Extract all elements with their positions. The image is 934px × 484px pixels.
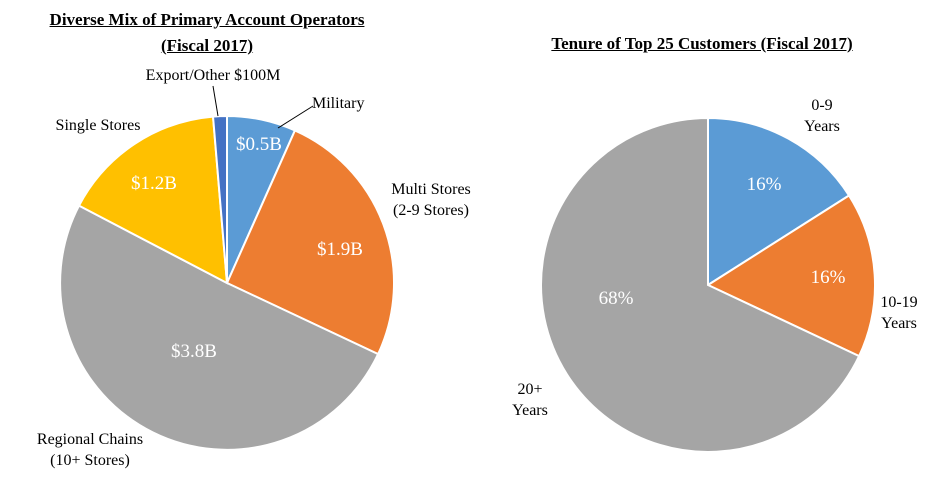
operators-category-label-2: Regional Chains (10+ Stores): [37, 431, 143, 469]
operators-slice-1: [225, 129, 396, 356]
tenure-value-label-2: 68%: [599, 288, 634, 309]
operators-value-label-1: $1.9B: [317, 239, 363, 260]
tenure-chart-panel: Tenure of Top 25 Customers (Fiscal 2017)…: [470, 0, 934, 484]
tenure-slice-2: [540, 116, 861, 453]
operators-category-label-4: Export/Other $100M: [146, 67, 281, 84]
operators-category-label-1: Multi Stores (2-9 Stores): [391, 181, 471, 219]
operators-pie-chart: $0.5B Military $1.9B Multi Stores (2-9 Store…: [37, 67, 471, 469]
tenure-slice-0: [707, 116, 851, 287]
operators-slice-4: [211, 114, 228, 284]
tenure-value-label-1: 16%: [811, 267, 846, 288]
tenure-category-label-0: 0-9 Years: [804, 97, 840, 135]
operators-chart-panel: Diverse Mix of Primary Account Operators…: [37, 10, 471, 469]
operators-chart-title: Diverse Mix of Primary Account Operators: [49, 10, 365, 29]
operators-category-label-3: Single Stores: [56, 117, 141, 134]
tenure-pie-chart: 16% 0-9 Years 16% 10-19 Years 68% 20+ Years: [512, 97, 918, 453]
operators-value-label-3: $1.2B: [131, 173, 177, 194]
operators-chart-subtitle: (Fiscal 2017): [160, 36, 254, 55]
operators-value-label-2: $3.8B: [171, 341, 217, 362]
operators-category-label-0: Military: [312, 95, 364, 112]
tenure-category-label-2: 20+ Years: [512, 381, 548, 419]
tenure-value-label-0: 16%: [747, 174, 782, 195]
operators-leader-line-0: [277, 105, 314, 129]
tenure-category-label-1: 10-19 Years: [880, 294, 917, 332]
tenure-slice-1: [705, 194, 877, 358]
operators-value-label-0: $0.5B: [236, 134, 282, 155]
operators-slice-2: [59, 204, 380, 451]
operators-leader-line-4: [212, 85, 219, 117]
operators-slice-3: [77, 115, 229, 285]
tenure-chart-title: Tenure of Top 25 Customers (Fiscal 2017): [551, 34, 853, 53]
